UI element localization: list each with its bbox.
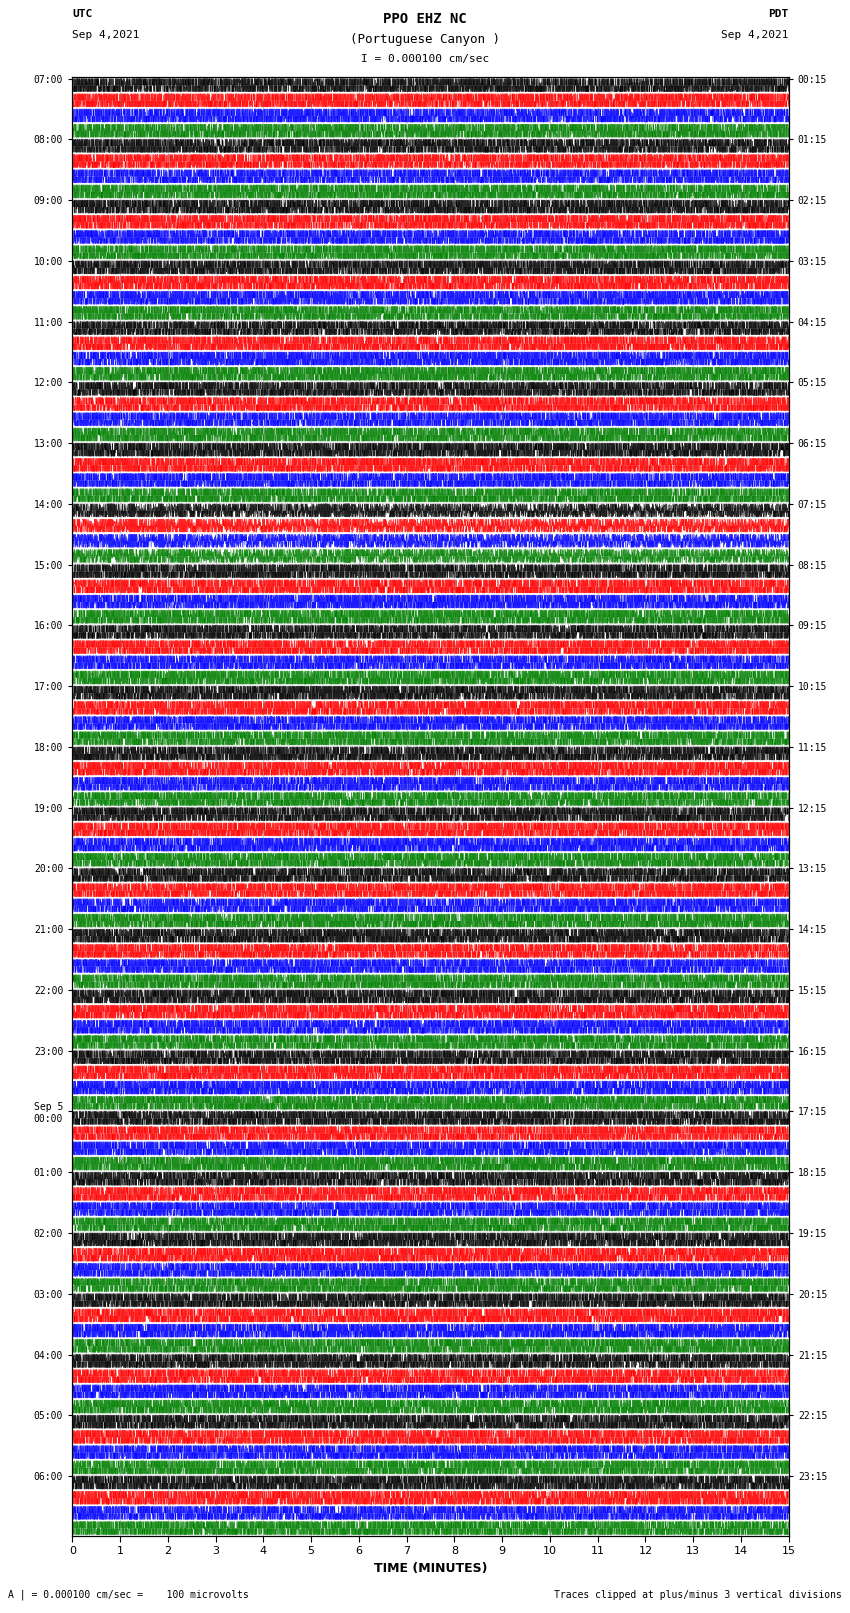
Text: (Portuguese Canyon ): (Portuguese Canyon ) bbox=[350, 32, 500, 45]
Text: Sep 4,2021: Sep 4,2021 bbox=[722, 31, 789, 40]
Text: Traces clipped at plus/minus 3 vertical divisions: Traces clipped at plus/minus 3 vertical … bbox=[553, 1590, 842, 1600]
X-axis label: TIME (MINUTES): TIME (MINUTES) bbox=[374, 1561, 487, 1574]
Text: PDT: PDT bbox=[768, 10, 789, 19]
Text: UTC: UTC bbox=[72, 10, 93, 19]
Text: A | = 0.000100 cm/sec =    100 microvolts: A | = 0.000100 cm/sec = 100 microvolts bbox=[8, 1589, 249, 1600]
Text: Sep 4,2021: Sep 4,2021 bbox=[72, 31, 139, 40]
Text: PPO EHZ NC: PPO EHZ NC bbox=[383, 11, 467, 26]
Text: I = 0.000100 cm/sec: I = 0.000100 cm/sec bbox=[361, 53, 489, 63]
